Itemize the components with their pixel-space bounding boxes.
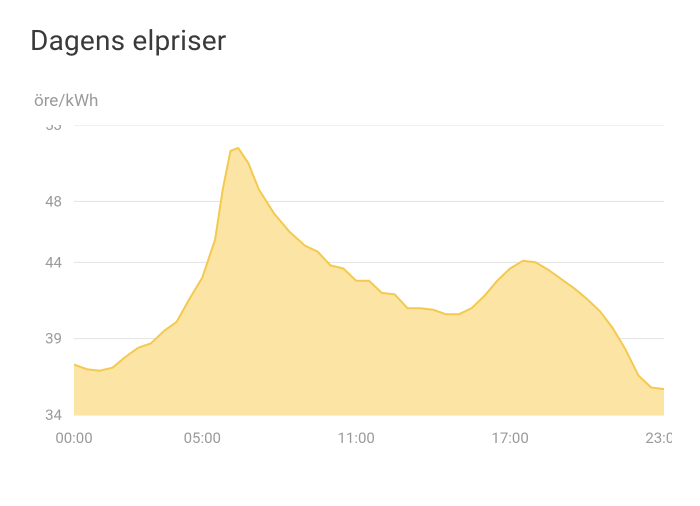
- x-tick-label: 23:00: [645, 429, 672, 447]
- area-chart: 34 39 44 48 53 00:00 05:00 11:00 17:00 23:00: [28, 125, 672, 455]
- y-axis-label: öre/kWh: [34, 91, 672, 111]
- card-title: Dagens elpriser: [30, 24, 672, 57]
- y-tick-label: 44: [45, 253, 62, 271]
- y-tick-label: 48: [45, 192, 62, 210]
- y-tick-label: 39: [45, 330, 62, 348]
- y-tick-label: 53: [45, 125, 62, 134]
- y-tick-label: 34: [45, 406, 62, 424]
- x-tick-label: 11:00: [337, 429, 374, 447]
- chart-container: 34 39 44 48 53 00:00 05:00 11:00 17:00 23:00: [28, 125, 672, 465]
- x-tick-label: 17:00: [491, 429, 528, 447]
- x-tick-label: 00:00: [55, 429, 92, 447]
- price-card: Dagens elpriser öre/kWh 34 39 44 48 53 00:00 0…: [0, 0, 700, 506]
- x-tick-label: 05:00: [184, 429, 221, 447]
